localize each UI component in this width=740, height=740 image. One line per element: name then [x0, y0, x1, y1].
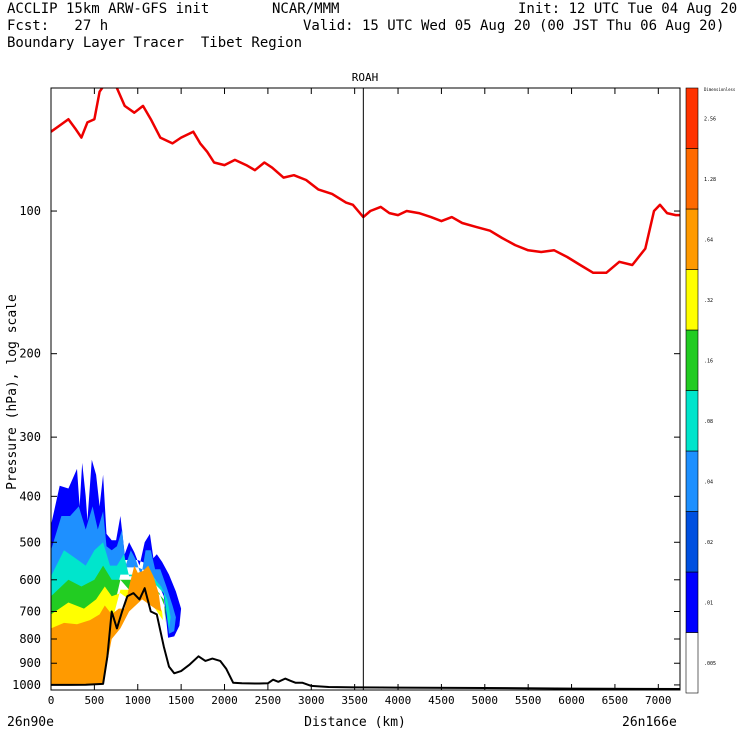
init-time: Init: 12 UTC Tue 04 Aug 20 [518, 1, 738, 17]
colorbar-title: Dimensionless [704, 87, 736, 92]
colorbar-label: .64 [704, 237, 713, 243]
x-tick-label: 5000 [472, 694, 499, 707]
colorbar-swatch [685, 208, 699, 270]
colorbar-label: .005 [704, 661, 716, 667]
chart-title: ROAH [352, 71, 379, 84]
y-tick-label: 1000 [12, 678, 41, 692]
axes: 0 500 1000 1500 2000 2500 3000 3500 4000 4500 5000… [12, 88, 680, 707]
colorbar-swatch [685, 329, 699, 391]
colorbar-label: .01 [704, 600, 713, 606]
colorbar-swatch [685, 269, 699, 331]
y-tick-label: 300 [19, 430, 41, 444]
x-tick-label: 6000 [558, 694, 585, 707]
x-tick-label: 1500 [168, 694, 195, 707]
colorbar: .005 .01 .02 .04 .08 .16 .32 .64 1.28 2.56 Dimensi… [685, 87, 736, 694]
model-title: ACCLIP 15km ARW-GFS init [7, 1, 210, 17]
y-tick-label: 600 [19, 573, 41, 587]
colorbar-label: .16 [704, 358, 713, 364]
x-end-label: 26n166e [622, 715, 677, 730]
y-tick-label: 200 [19, 347, 41, 361]
x-tick-label: 5500 [515, 694, 542, 707]
valid-time: Valid: 15 UTC Wed 05 Aug 20 (00 JST Thu … [303, 18, 725, 34]
x-tick-label: 3500 [341, 694, 368, 707]
y-tick-label: 900 [19, 656, 41, 670]
colorbar-label: .04 [704, 479, 713, 485]
colorbar-swatch [685, 571, 699, 633]
y-tick-label: 400 [19, 489, 41, 503]
x-axis-label: Distance (km) [304, 715, 406, 730]
x-tick-label: 2500 [255, 694, 282, 707]
colorbar-label: .08 [704, 419, 713, 425]
x-start-label: 26n90e [7, 715, 54, 730]
colorbar-swatch [685, 148, 699, 210]
x-tick-label: 500 [84, 694, 104, 707]
x-tick-label: 3000 [298, 694, 325, 707]
x-tick-label: 1000 [125, 694, 152, 707]
y-tick-label: 500 [19, 535, 41, 549]
colorbar-label: .02 [704, 540, 713, 546]
colorbar-label: 1.28 [704, 177, 716, 183]
x-tick-label: 7000 [645, 694, 672, 707]
y-tick-label: 700 [19, 605, 41, 619]
colorbar-swatch [685, 511, 699, 573]
tracer-fills [51, 459, 182, 685]
profile-lines [51, 88, 680, 690]
colorbar-label: 2.56 [704, 116, 716, 122]
colorbar-swatch [685, 390, 699, 452]
tracer-area-0.64-1.28 [51, 565, 162, 685]
terrain-line [51, 587, 680, 690]
forecast-hour: Fcst: 27 h [7, 18, 109, 34]
x-tick-label: 0 [48, 694, 55, 707]
colorbar-swatch [685, 87, 699, 149]
organization-label: NCAR/MMM [272, 1, 340, 17]
colorbar-label: .32 [704, 298, 713, 304]
x-tick-label: 4500 [428, 694, 455, 707]
x-tick-label: 2000 [211, 694, 238, 707]
tropopause-line [51, 88, 680, 275]
y-tick-label: 100 [19, 204, 41, 218]
colorbar-swatch [685, 632, 699, 694]
x-tick-label: 6500 [602, 694, 629, 707]
product-name: Boundary Layer Tracer Tibet Region [7, 35, 303, 51]
x-tick-label: 4000 [385, 694, 412, 707]
plot-frame [50, 87, 681, 691]
y-tick-label: 800 [19, 632, 41, 646]
y-axis-label: Pressure (hPa), log scale [5, 294, 20, 490]
colorbar-swatch [685, 450, 699, 512]
